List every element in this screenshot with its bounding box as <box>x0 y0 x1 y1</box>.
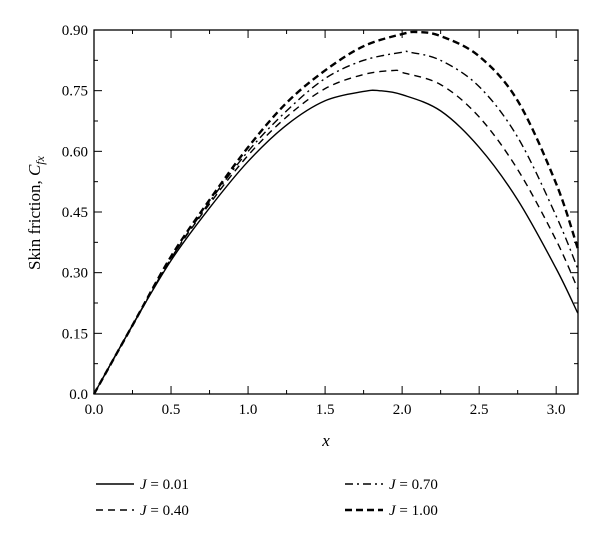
legend-symbol: J <box>140 503 148 519</box>
legend-value: = 1.00 <box>396 503 438 519</box>
x-tick-label: 0.0 <box>85 402 104 418</box>
series-line-1 <box>93 89 579 395</box>
y-tick-label: 0.60 <box>62 144 88 160</box>
y-tick-label: 0.15 <box>62 326 88 342</box>
legend-label-4: J = 1.00 <box>389 503 438 519</box>
series-line-2 <box>93 69 579 395</box>
y-tick-label: 0.90 <box>62 23 88 39</box>
legend-label-3: J = 0.70 <box>389 477 438 493</box>
y-axis-title-main: Skin friction, <box>25 176 44 270</box>
series-line-3 <box>93 50 579 395</box>
x-tick-label: 2.5 <box>470 402 489 418</box>
legend-symbol: J <box>389 477 397 493</box>
legend-label-1: J = 0.01 <box>140 477 189 493</box>
y-axis-title-subscript: fx <box>33 155 47 164</box>
x-axis-title: x <box>321 431 330 450</box>
y-tick-label: 0.0 <box>69 387 88 403</box>
x-tick-label: 1.0 <box>239 402 258 418</box>
series-lines <box>92 30 579 395</box>
legend-symbol: J <box>389 503 397 519</box>
legend-value: = 0.40 <box>147 503 189 519</box>
legend-symbol: J <box>140 477 148 493</box>
series-line-4 <box>92 30 579 395</box>
y-tick-label: 0.75 <box>62 84 88 100</box>
y-tick-label: 0.45 <box>62 205 88 221</box>
x-tick-label: 0.5 <box>162 402 181 418</box>
x-tick-label: 3.0 <box>547 402 566 418</box>
legend-value: = 0.01 <box>147 477 189 493</box>
x-tick-label: 1.5 <box>316 402 335 418</box>
x-tick-label: 2.0 <box>393 402 412 418</box>
y-tick-label: 0.30 <box>62 266 88 282</box>
tick-labels: 0.0 0.5 1.0 1.5 2.0 2.5 3.0 0.0 0.15 0.30 0.45 0.60… <box>62 23 566 418</box>
legend: J = 0.01J = 0.40J = 0.70J = 1.00 <box>96 477 438 519</box>
tick-marks <box>93 29 578 395</box>
legend-value: = 0.70 <box>396 477 438 493</box>
y-axis-title-symbol: C <box>25 164 44 176</box>
legend-label-2: J = 0.40 <box>140 503 189 519</box>
y-axis-title: Skin friction, Cfx <box>25 155 47 270</box>
